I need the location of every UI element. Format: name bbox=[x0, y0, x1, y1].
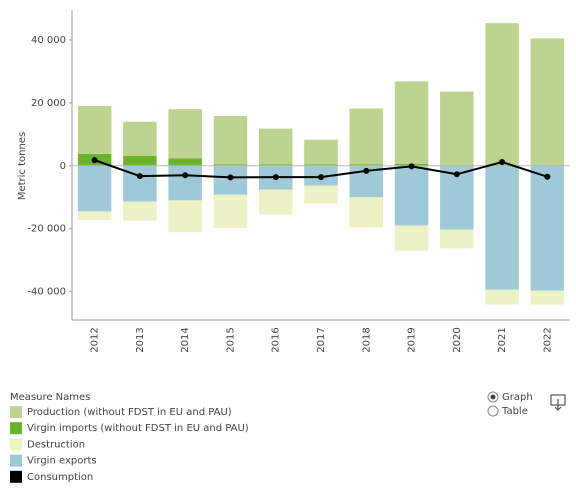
bar-segment bbox=[485, 289, 519, 305]
bar-segment bbox=[304, 164, 338, 166]
bar-segment bbox=[213, 194, 248, 228]
bar-segment bbox=[168, 200, 202, 233]
legend-swatch[interactable] bbox=[10, 470, 22, 483]
bar-segment bbox=[77, 105, 112, 154]
y-tick-label: 40 000 bbox=[31, 35, 66, 46]
radio-label[interactable]: Table bbox=[501, 406, 528, 417]
x-tick-label: 2019 bbox=[407, 327, 418, 352]
line-point bbox=[136, 173, 143, 180]
bar-segment bbox=[213, 164, 248, 166]
legend-swatch[interactable] bbox=[10, 422, 22, 435]
radio-label[interactable]: Graph bbox=[502, 392, 533, 403]
y-tick-label: 20 000 bbox=[31, 98, 66, 109]
bar-segment bbox=[440, 91, 474, 166]
legend-label[interactable]: Virgin imports (without FDST in EU and P… bbox=[27, 423, 249, 434]
bar-segment bbox=[394, 81, 429, 164]
bar-segment bbox=[394, 225, 429, 251]
legend-label[interactable]: Virgin exports bbox=[27, 456, 97, 467]
bar-segment bbox=[213, 116, 248, 165]
bar-segment bbox=[304, 185, 338, 204]
bar-segment bbox=[77, 165, 112, 212]
bar-segment bbox=[258, 189, 293, 215]
line-point bbox=[363, 167, 370, 174]
line-point bbox=[91, 157, 98, 164]
bar-segment bbox=[123, 155, 157, 166]
line-point bbox=[318, 174, 324, 181]
bar-segment bbox=[123, 201, 157, 221]
bar-segment bbox=[485, 23, 519, 165]
legend-swatch[interactable] bbox=[10, 454, 22, 467]
download-icon[interactable] bbox=[550, 394, 566, 411]
bar-segment bbox=[304, 139, 338, 165]
legend-swatch[interactable] bbox=[10, 438, 22, 451]
x-tick-label: 2016 bbox=[271, 327, 282, 352]
bar-segment bbox=[394, 165, 429, 226]
x-tick-label: 2012 bbox=[90, 327, 101, 352]
line-point bbox=[453, 171, 460, 178]
legend-title: Measure Names bbox=[10, 392, 90, 403]
x-tick-label: 2014 bbox=[180, 327, 191, 352]
x-tick-label: 2021 bbox=[497, 327, 508, 352]
x-tick-label: 2013 bbox=[135, 327, 146, 352]
line-point bbox=[408, 163, 415, 170]
bar-segment bbox=[440, 229, 474, 249]
line-point bbox=[182, 172, 189, 179]
bar-segment bbox=[349, 108, 384, 165]
bar-segment bbox=[530, 38, 565, 166]
bar-segment bbox=[258, 164, 293, 166]
legend-label[interactable]: Destruction bbox=[27, 439, 85, 450]
x-tick-label: 2015 bbox=[225, 327, 236, 352]
legend-label[interactable]: Consumption bbox=[27, 472, 93, 483]
line-point bbox=[272, 174, 279, 181]
radio-dot[interactable] bbox=[490, 394, 496, 400]
legend-label[interactable]: Production (without FDST in EU and PAU) bbox=[27, 407, 232, 418]
bar-segment bbox=[530, 165, 565, 291]
radio[interactable] bbox=[487, 405, 499, 417]
y-tick-label: -40 000 bbox=[27, 287, 66, 298]
bar-segment bbox=[530, 290, 565, 305]
y-tick-label: -20 000 bbox=[27, 224, 66, 235]
x-tick-label: 2018 bbox=[361, 327, 372, 352]
line-point bbox=[499, 159, 506, 166]
line-point bbox=[227, 174, 234, 181]
bar-segment bbox=[168, 109, 202, 159]
bar-segment bbox=[349, 164, 384, 166]
legend-swatch[interactable] bbox=[10, 406, 22, 418]
line-point bbox=[544, 173, 551, 180]
x-tick-label: 2022 bbox=[542, 327, 553, 352]
bar-segment bbox=[168, 165, 202, 201]
bar-segment bbox=[77, 211, 112, 220]
x-tick-label: 2020 bbox=[452, 327, 463, 352]
bar-segment bbox=[258, 128, 293, 165]
bar-segment bbox=[349, 197, 384, 228]
bar-segment bbox=[168, 158, 202, 166]
x-tick-label: 2017 bbox=[316, 327, 327, 352]
y-axis-label: Metric tonnes bbox=[17, 132, 28, 200]
bar-segment bbox=[123, 121, 157, 156]
bar-segment bbox=[485, 165, 519, 290]
y-tick-label: 0 bbox=[60, 161, 66, 172]
